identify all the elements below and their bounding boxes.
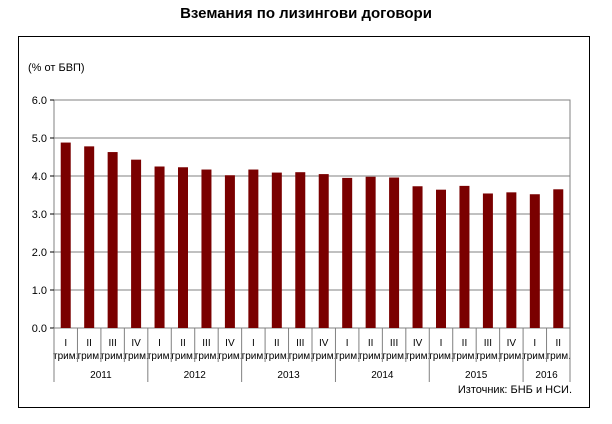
x-group-label-year: 2012 [184,370,207,381]
chart-title: Вземания по лизингови договори [180,5,432,22]
x-tick-label-quarter: IV [413,338,423,349]
x-tick-label-quarter: III [484,338,492,349]
x-tick-label-suffix: трим. [499,351,524,362]
x-tick-label-suffix: трим. [522,351,547,362]
x-tick-label-quarter: II [86,338,92,349]
x-tick-label-suffix: трим. [288,351,313,362]
x-tick-label-quarter: IV [225,338,235,349]
y-axis-label: (% от БВП) [28,62,85,74]
x-group-label-year: 2013 [277,370,300,381]
bar [295,172,306,328]
x-tick-label-quarter: II [180,338,186,349]
x-tick-label-suffix: трим. [170,351,195,362]
bar [342,177,353,328]
x-tick-label-suffix: трим. [381,351,406,362]
x-tick-label-quarter: IV [319,338,329,349]
bar [482,193,493,328]
x-tick-label-quarter: I [346,338,349,349]
x-tick-label-quarter: II [462,338,468,349]
y-tick-label: 5.0 [32,133,47,145]
x-tick-label-suffix: трим. [53,351,78,362]
bar [84,146,95,328]
x-tick-label-suffix: трим. [241,351,266,362]
x-group-label-year: 2015 [465,370,488,381]
bar [459,185,470,328]
bar [365,176,376,328]
x-tick-label-quarter: II [555,338,561,349]
x-tick-label-quarter: IV [131,338,141,349]
bar [389,177,400,328]
bar [318,174,329,328]
x-tick-label-suffix: трим. [475,351,500,362]
bar [107,152,118,328]
y-tick-label: 6.0 [32,95,47,107]
x-tick-label-quarter: IV [507,338,517,349]
bar [412,186,423,328]
bar [60,142,71,328]
y-tick-label: 3.0 [32,209,47,221]
bar [201,169,212,328]
x-tick-label-quarter: III [390,338,398,349]
x-tick-label-suffix: трим. [100,351,125,362]
bar [178,167,188,328]
x-tick-label-quarter: I [440,338,443,349]
bar [154,166,165,328]
bar [529,194,540,328]
x-tick-label-quarter: III [296,338,304,349]
y-tick-label: 1.0 [32,285,47,297]
y-tick-label: 2.0 [32,247,47,259]
x-tick-label-suffix: трим. [311,351,336,362]
x-tick-label-suffix: трим. [334,351,359,362]
x-tick-label-suffix: трим. [428,351,453,362]
x-tick-label-suffix: трим. [76,351,101,362]
x-tick-label-quarter: I [533,338,536,349]
x-tick-label-suffix: трим. [147,351,172,362]
x-group-label-year: 2016 [535,370,558,381]
x-tick-label-quarter: III [202,338,210,349]
bar [271,172,282,328]
chart-frame [18,36,590,408]
x-group-label-year: 2011 [90,370,112,381]
source-note: Източник: БНБ и НСИ. [458,384,572,396]
x-tick-label-quarter: III [108,338,116,349]
x-tick-label-suffix: трим. [217,351,242,362]
bar [553,189,564,328]
bar [131,159,142,328]
x-tick-label-quarter: I [64,338,67,349]
x-tick-label-suffix: трим. [452,351,477,362]
x-tick-label-quarter: I [158,338,161,349]
y-tick-label: 0.0 [32,323,47,335]
x-tick-label-suffix: трим. [358,351,383,362]
x-tick-label-quarter: I [252,338,255,349]
x-tick-label-quarter: II [274,338,280,349]
x-tick-label-suffix: трим. [405,351,430,362]
y-tick-label: 4.0 [32,171,47,183]
x-tick-label-suffix: трим. [546,351,571,362]
x-tick-label-suffix: трим. [264,351,289,362]
bar [506,192,517,328]
bar [224,175,235,328]
x-tick-label-suffix: трим. [123,351,148,362]
x-tick-label-quarter: II [368,338,374,349]
bar [436,189,446,328]
bar [248,169,259,328]
x-group-label-year: 2014 [371,370,394,381]
x-tick-label-suffix: трим. [194,351,219,362]
